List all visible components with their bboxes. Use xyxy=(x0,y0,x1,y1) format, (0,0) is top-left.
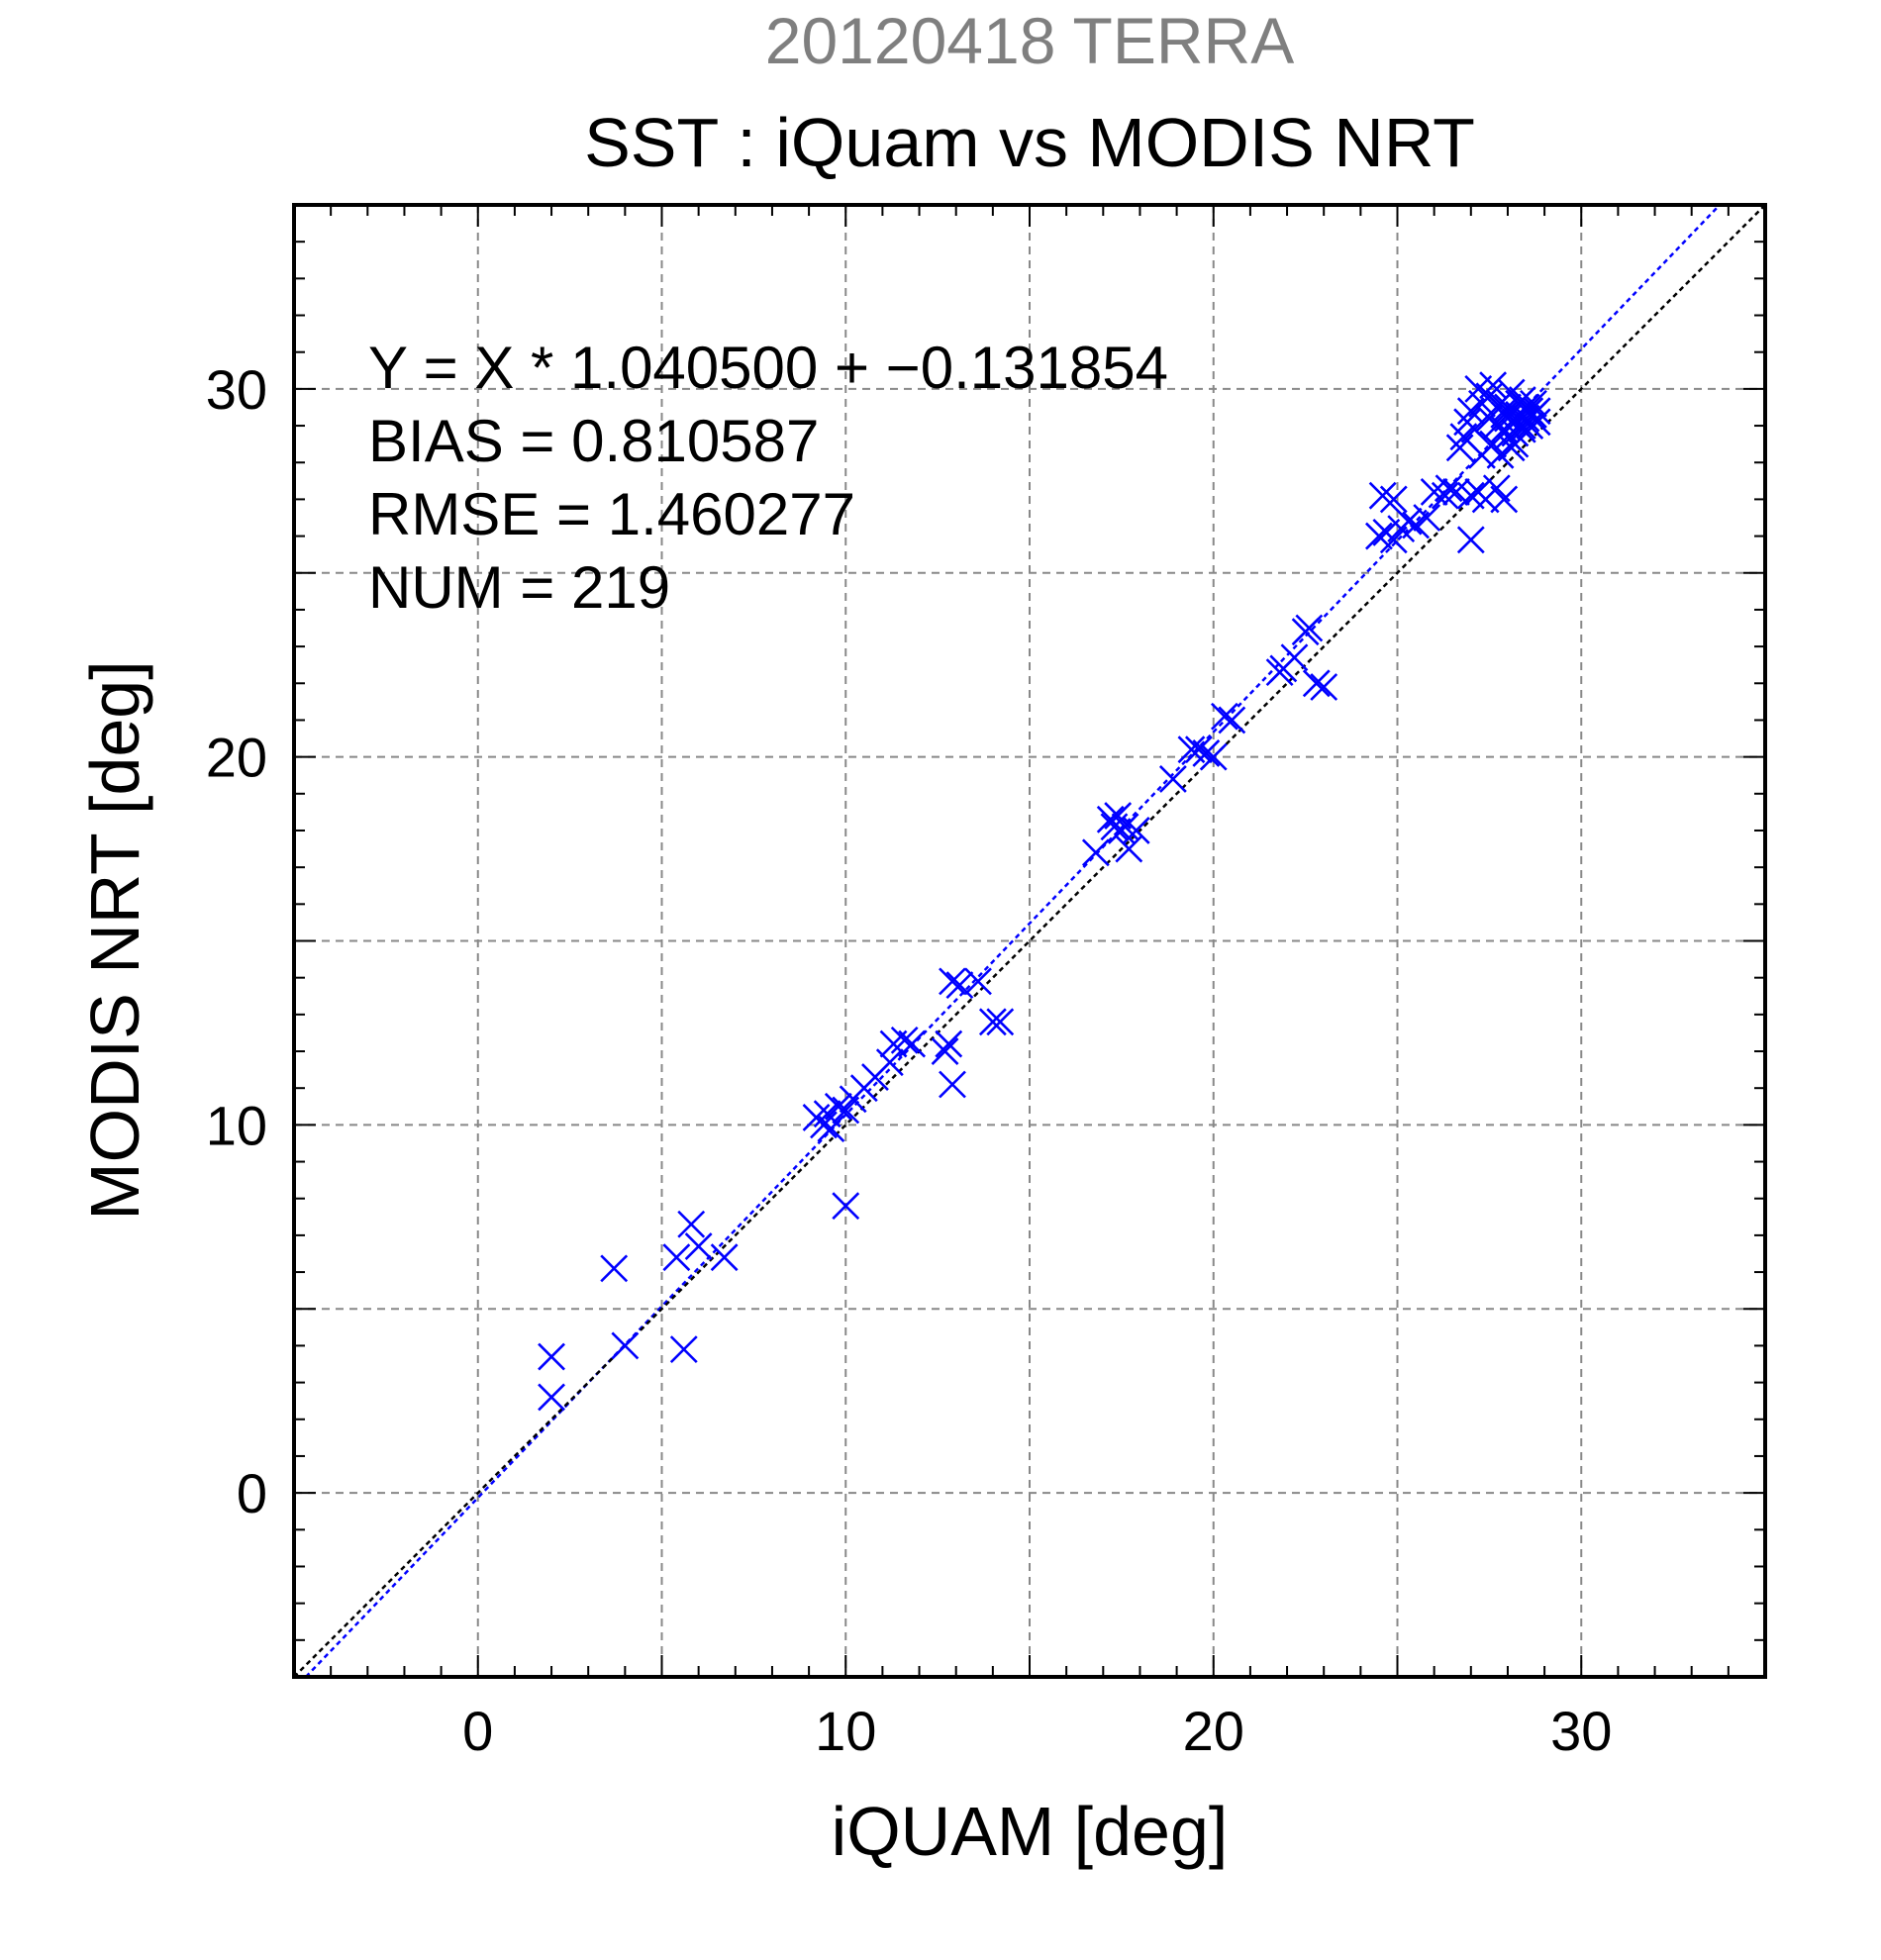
data-point xyxy=(1158,765,1187,793)
data-point xyxy=(986,1008,1015,1036)
data-point xyxy=(832,1192,860,1221)
data-point xyxy=(1501,430,1530,458)
grid xyxy=(294,205,1765,1677)
y-axis-label: MODIS NRT [deg] xyxy=(76,660,153,1220)
chart-supertitle: 20120418 TERRA xyxy=(765,4,1294,77)
data-point xyxy=(1456,526,1485,554)
data-point xyxy=(1368,481,1397,510)
rmse-label: RMSE = 1.460277 xyxy=(368,481,855,547)
data-point xyxy=(817,1115,845,1143)
data-point xyxy=(538,1342,565,1371)
data-point xyxy=(1523,408,1551,437)
data-point xyxy=(1490,415,1519,443)
data-point xyxy=(1081,838,1110,867)
data-point xyxy=(662,1243,691,1272)
stats-annotation: Y = X * 1.040500 + −0.131854 BIAS = 0.81… xyxy=(368,335,1168,621)
data-point xyxy=(945,971,974,1000)
data-point xyxy=(898,1029,927,1058)
data-point xyxy=(538,1383,565,1412)
data-point xyxy=(875,1048,904,1077)
data-point xyxy=(677,1210,706,1238)
tick-labels: 0 10 20 30 0 10 20 30 xyxy=(206,358,1613,1762)
data-point xyxy=(935,1029,963,1058)
bias-label: BIAS = 0.810587 xyxy=(368,408,819,474)
data-point xyxy=(890,1026,919,1054)
data-point xyxy=(1280,643,1309,672)
data-point xyxy=(978,1008,1007,1036)
x-tick-label: 30 xyxy=(1550,1700,1612,1762)
data-point xyxy=(1445,434,1474,462)
data-point xyxy=(1490,485,1519,514)
data-point xyxy=(1302,669,1331,698)
y-tick-label: 20 xyxy=(206,727,267,789)
y-tick-label: 30 xyxy=(206,358,267,421)
data-point xyxy=(931,1037,959,1065)
plot-frame xyxy=(292,203,1767,1679)
x-tick-label: 10 xyxy=(815,1700,876,1762)
reference-lines xyxy=(293,204,1766,1678)
data-point xyxy=(1218,706,1246,735)
data-point xyxy=(600,1254,629,1283)
data-point xyxy=(1394,507,1423,536)
data-point xyxy=(1479,371,1508,400)
data-point xyxy=(611,1331,640,1360)
regression-line xyxy=(305,204,1721,1678)
fit-equation-label: Y = X * 1.040500 + −0.131854 xyxy=(368,335,1168,401)
num-label: NUM = 219 xyxy=(368,554,670,621)
data-point xyxy=(939,967,966,996)
x-tick-label: 0 xyxy=(462,1700,493,1762)
data-point xyxy=(1516,412,1544,440)
data-point xyxy=(1460,415,1489,443)
data-point xyxy=(1413,504,1441,532)
y-tick-label: 0 xyxy=(237,1462,267,1524)
data-point xyxy=(1431,481,1459,510)
data-point xyxy=(810,1111,838,1139)
data-point xyxy=(964,967,992,996)
data-point xyxy=(1210,702,1238,731)
data-point xyxy=(1435,474,1463,503)
data-point xyxy=(1520,389,1547,418)
data-point xyxy=(1115,834,1143,863)
data-point xyxy=(1122,817,1150,844)
data-point xyxy=(710,1243,739,1272)
data-point xyxy=(1523,397,1551,426)
data-point xyxy=(1184,735,1213,764)
data-point xyxy=(1295,614,1324,642)
chart-title: SST : iQuam vs MODIS NRT xyxy=(584,104,1475,181)
data-point xyxy=(1192,738,1221,767)
data-point xyxy=(1111,813,1139,841)
x-tick-label: 20 xyxy=(1183,1700,1244,1762)
data-point xyxy=(824,1092,852,1121)
x-axis-label: iQUAM [deg] xyxy=(832,1793,1229,1870)
data-point xyxy=(684,1232,713,1260)
data-point xyxy=(1310,673,1338,701)
data-point xyxy=(939,1070,966,1099)
data-points xyxy=(538,371,1551,1412)
data-point xyxy=(669,1335,698,1364)
data-point xyxy=(1199,742,1228,771)
data-point xyxy=(1494,404,1522,433)
data-point xyxy=(1379,485,1408,514)
y-tick-label: 10 xyxy=(206,1094,267,1156)
data-point xyxy=(1100,813,1129,841)
